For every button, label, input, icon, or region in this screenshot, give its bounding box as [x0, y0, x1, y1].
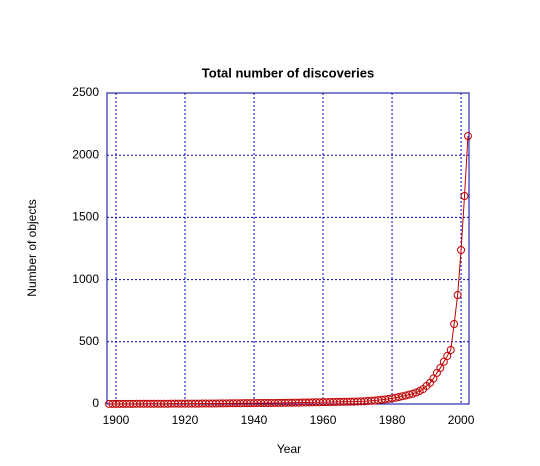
x-tick-label: 1920 — [172, 413, 199, 427]
data-point — [429, 374, 438, 383]
data-point — [405, 390, 414, 399]
data-point — [457, 245, 466, 254]
data-point — [443, 351, 452, 360]
data-point — [460, 192, 469, 201]
data-point — [408, 389, 417, 398]
chart-title: Total number of discoveries — [202, 65, 374, 80]
y-tick-label: 500 — [79, 334, 99, 348]
x-tick-label: 1960 — [310, 413, 337, 427]
data-point — [439, 357, 448, 366]
x-axis-label: Year — [277, 442, 301, 456]
x-tick-label: 1900 — [103, 413, 130, 427]
x-tick-label: 1940 — [241, 413, 268, 427]
y-tick-label: 2000 — [72, 147, 99, 161]
y-tick-label: 0 — [92, 396, 99, 410]
data-point — [453, 291, 462, 300]
y-tick-label: 2500 — [72, 85, 99, 99]
data-point — [436, 363, 445, 372]
y-tick-label: 1000 — [72, 272, 99, 286]
y-axis-label: Number of objects — [25, 199, 39, 296]
y-tick-label: 1500 — [72, 210, 99, 224]
x-tick-label: 2000 — [448, 413, 475, 427]
data-point — [446, 346, 455, 355]
x-tick-label: 1980 — [379, 413, 406, 427]
data-point — [450, 320, 459, 329]
data-point — [463, 132, 472, 141]
